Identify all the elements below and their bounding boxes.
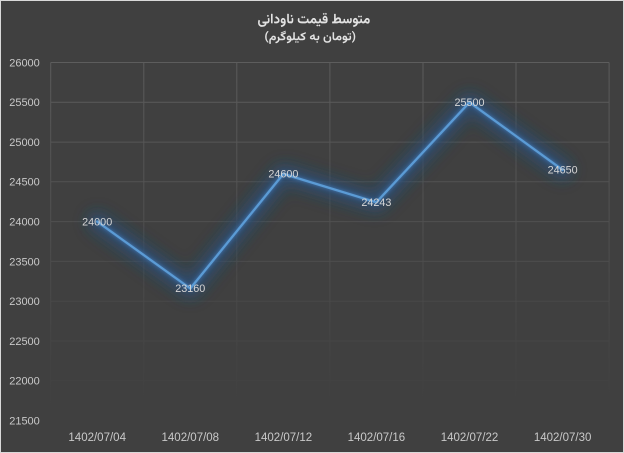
svg-text:26000: 26000	[9, 57, 40, 69]
svg-text:25500: 25500	[9, 97, 40, 109]
svg-text:1402/07/08: 1402/07/08	[162, 432, 220, 444]
svg-text:25500: 25500	[454, 97, 484, 109]
svg-text:22500: 22500	[9, 336, 40, 348]
svg-text:21500: 21500	[9, 415, 40, 427]
svg-text:22000: 22000	[9, 376, 40, 388]
svg-text:24000: 24000	[9, 217, 40, 229]
svg-text:24600: 24600	[268, 169, 298, 181]
svg-text:24650: 24650	[548, 165, 578, 177]
svg-text:23160: 23160	[175, 283, 205, 295]
svg-text:1402/07/30: 1402/07/30	[534, 432, 592, 444]
svg-text:1402/07/22: 1402/07/22	[441, 432, 499, 444]
svg-text:1402/07/12: 1402/07/12	[255, 432, 313, 444]
svg-text:24500: 24500	[9, 177, 40, 189]
svg-text:24243: 24243	[361, 197, 391, 209]
svg-text:1402/07/16: 1402/07/16	[348, 432, 406, 444]
svg-text:23500: 23500	[9, 256, 40, 268]
svg-text:25000: 25000	[9, 137, 40, 149]
svg-text:1402/07/04: 1402/07/04	[68, 432, 126, 444]
svg-text:24000: 24000	[82, 216, 112, 228]
svg-text:23000: 23000	[9, 296, 40, 308]
